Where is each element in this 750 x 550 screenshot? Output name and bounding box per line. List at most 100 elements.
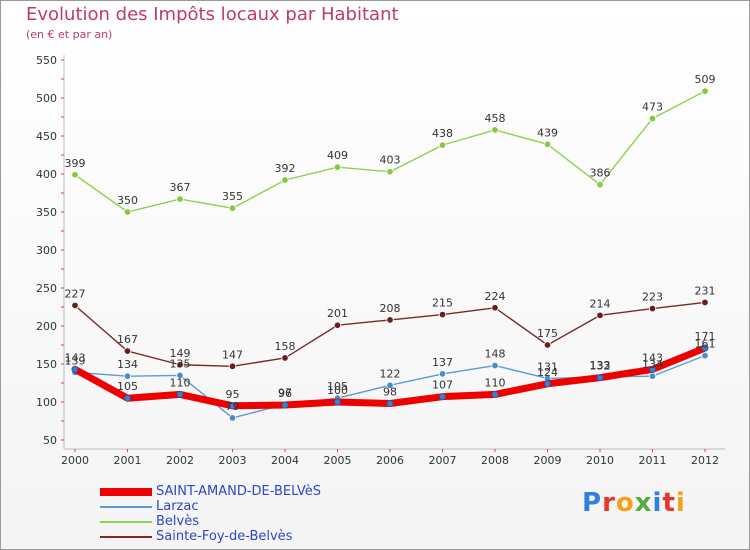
proxiti-logo: Proxiti: [582, 488, 686, 518]
data-label-saint-amand-de-belves: 95: [226, 388, 240, 401]
data-label-larzac: 134: [117, 358, 138, 371]
data-point-belves: [281, 176, 289, 184]
data-label-belves: 392: [275, 162, 296, 175]
data-point-saint-amand-de-belves: [176, 390, 184, 398]
data-label-sainte-foy-de-belves: 167: [117, 333, 138, 346]
legend-swatch-saint-amand: [100, 487, 152, 496]
data-point-saint-amand-de-belves: [124, 394, 131, 402]
y-tick-label: 400: [36, 168, 57, 181]
data-point-sainte-foy-de-belves: [491, 304, 499, 312]
data-point-larzac: [648, 372, 657, 380]
data-point-belves: [438, 141, 447, 149]
data-label-saint-amand-de-belves: 98: [383, 386, 397, 399]
data-label-larzac: 134: [642, 358, 663, 371]
data-label-larzac: 135: [170, 357, 191, 370]
x-tick-label: 2010: [586, 454, 614, 467]
data-label-belves: 367: [170, 181, 191, 194]
data-label-larzac: 137: [432, 356, 453, 369]
data-label-belves: 399: [65, 157, 86, 170]
data-point-saint-amand-de-belves: [439, 393, 446, 401]
data-label-belves: 403: [380, 154, 401, 167]
data-label-sainte-foy-de-belves: 208: [380, 302, 401, 315]
data-label-sainte-foy-de-belves: 149: [170, 347, 191, 360]
x-tick-label: 2006: [376, 454, 404, 467]
data-point-larzac: [491, 361, 499, 370]
y-tick-label: 150: [36, 358, 57, 371]
data-point-larzac: [701, 351, 709, 360]
data-label-belves: 355: [222, 190, 243, 203]
y-tick-label: 500: [36, 92, 57, 105]
data-point-sainte-foy-de-belves: [228, 362, 237, 370]
data-point-saint-amand-de-belves: [491, 390, 499, 398]
data-point-saint-amand-de-belves: [281, 401, 289, 409]
data-label-saint-amand-de-belves: 171: [695, 330, 716, 343]
y-tick-label: 300: [36, 244, 57, 257]
data-point-larzac: [438, 370, 447, 378]
data-point-sainte-foy-de-belves: [176, 361, 184, 369]
data-point-sainte-foy-de-belves: [438, 310, 447, 319]
data-point-belves: [333, 163, 342, 171]
x-tick-label: 2005: [324, 454, 352, 467]
x-tick-label: 2012: [691, 454, 719, 467]
x-tick-label: 2007: [429, 454, 457, 467]
data-label-saint-amand-de-belves: 124: [537, 366, 558, 379]
data-point-larzac: [386, 381, 394, 389]
data-point-sainte-foy-de-belves: [386, 316, 394, 324]
logo-letter: P: [582, 488, 603, 518]
data-label-saint-amand-de-belves: 143: [642, 351, 663, 364]
data-point-sainte-foy-de-belves: [648, 304, 657, 313]
data-point-saint-amand-de-belves: [544, 380, 551, 388]
data-point-belves: [386, 168, 394, 176]
data-point-belves: [71, 171, 79, 179]
data-label-belves: 458: [485, 112, 506, 125]
data-label-sainte-foy-de-belves: 223: [642, 291, 663, 304]
data-label-saint-amand-de-belves: 132: [590, 360, 611, 373]
data-label-larzac: 148: [485, 348, 506, 361]
y-tick-label: 450: [36, 130, 57, 143]
data-point-saint-amand-de-belves: [229, 402, 236, 410]
y-tick-label: 50: [43, 434, 57, 447]
data-label-sainte-foy-de-belves: 231: [695, 284, 716, 297]
logo-letter: t: [662, 488, 676, 518]
data-point-saint-amand-de-belves: [649, 365, 656, 373]
y-tick-label: 550: [36, 54, 57, 67]
y-tick-label: 100: [36, 396, 57, 409]
x-tick-label: 2009: [534, 454, 562, 467]
data-label-sainte-foy-de-belves: 227: [65, 287, 86, 300]
chart-axes: 50 100 150 200 250 300 350 400 450 500 550 2000 2001…: [36, 54, 725, 467]
data-label-saint-amand-de-belves: 100: [327, 384, 348, 397]
chart-series: [71, 87, 709, 422]
data-point-belves: [176, 195, 184, 203]
x-tick-label: 2004: [271, 454, 299, 467]
data-label-sainte-foy-de-belves: 158: [275, 340, 296, 353]
data-point-belves: [491, 126, 499, 134]
chart-subtitle: (en € et par an): [26, 28, 113, 41]
data-label-larzac: 97: [278, 386, 292, 399]
logo-letter: x: [634, 488, 653, 518]
data-label-larzac: 131: [537, 360, 558, 373]
data-label-belves: 409: [327, 149, 348, 162]
logo-letter: i: [675, 488, 686, 518]
data-point-saint-amand-de-belves: [701, 344, 709, 352]
data-point-sainte-foy-de-belves: [333, 321, 342, 329]
legend-swatch-belves: [100, 520, 152, 523]
data-label-larzac: 105: [327, 380, 348, 393]
data-point-larzac: [176, 371, 184, 380]
y-tick-label: 200: [36, 320, 57, 333]
data-point-saint-amand-de-belves: [334, 398, 341, 406]
logo-letter: o: [615, 488, 635, 518]
data-label-saint-amand-de-belves: 105: [117, 380, 138, 393]
legend-label-belves: Belvès: [156, 514, 199, 529]
legend-label-larzac: Larzac: [156, 499, 199, 514]
y-tick-label: 350: [36, 206, 57, 219]
data-point-belves: [123, 208, 132, 216]
data-point-belves: [228, 204, 237, 212]
data-label-larzac: 133: [590, 359, 611, 372]
data-label-belves: 509: [695, 73, 716, 86]
data-point-belves: [596, 180, 604, 189]
data-point-saint-amand-de-belves: [386, 400, 394, 407]
data-label-sainte-foy-de-belves: 147: [222, 348, 243, 361]
data-label-sainte-foy-de-belves: 214: [590, 297, 611, 310]
